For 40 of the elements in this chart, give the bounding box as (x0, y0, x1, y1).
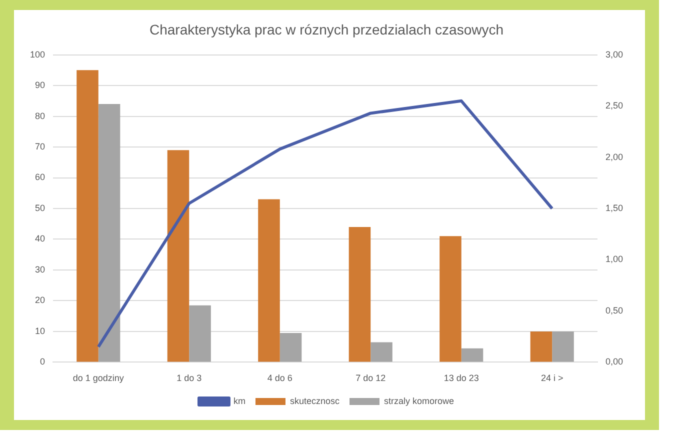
y-tick-label: 80 (35, 110, 46, 121)
x-tick-label: 1 do 3 (176, 373, 202, 384)
x-tick-label: 4 do 6 (267, 373, 292, 384)
y-tick-label: 0 (40, 356, 46, 367)
bar (440, 236, 462, 362)
y-tick-label: 90 (35, 80, 46, 90)
y-tick-label: 20 (35, 295, 46, 306)
x-tick-label: 24 i > (540, 373, 564, 384)
legend-label: strzaly komorowe (384, 396, 454, 406)
y-tick-label: 100 (30, 49, 46, 60)
x-tick-label: do 1 godziny (72, 373, 124, 384)
x-tick-label: 7 do 12 (356, 373, 386, 384)
y2-tick-label: 0,00 (605, 356, 624, 367)
chart-title: Charakterystyka prac w róznych przedzialach czasowych (149, 21, 504, 38)
bar (461, 348, 484, 362)
y2-tick-label: 1,00 (605, 254, 624, 264)
bar (280, 332, 302, 362)
y-tick-label: 40 (35, 234, 46, 244)
legend-label: skutecznosc (290, 396, 340, 406)
y2-tick-label: 0,50 (605, 305, 624, 316)
y-tick-label: 50 (35, 202, 46, 213)
bar (167, 150, 190, 362)
bar (552, 331, 574, 362)
bar (76, 70, 98, 362)
bar (98, 104, 120, 362)
y-tick-label: 10 (35, 326, 46, 336)
y-tick-label: 60 (35, 172, 46, 182)
y2-tick-label: 1,50 (605, 202, 624, 213)
y2-tick-label: 2,50 (605, 100, 624, 111)
legend-label: km (233, 396, 246, 406)
y2-tick-label: 2,00 (605, 152, 624, 162)
y2-tick-label: 3,00 (605, 49, 624, 60)
bar (348, 226, 371, 362)
y-tick-label: 30 (35, 264, 46, 274)
y-tick-label: 70 (35, 142, 46, 152)
bar (189, 305, 211, 362)
bar (370, 342, 392, 362)
bar (530, 331, 552, 362)
x-tick-label: 13 do 23 (444, 373, 479, 384)
bar (258, 199, 280, 362)
